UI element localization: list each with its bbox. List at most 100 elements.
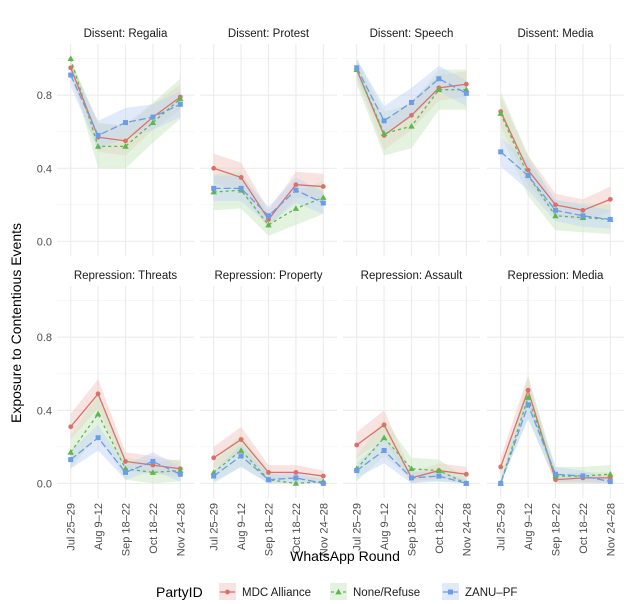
data-point-mdc-alliance bbox=[68, 424, 74, 430]
data-point-mdc-alliance bbox=[409, 112, 414, 118]
series-line-none-refuse bbox=[500, 395, 611, 484]
data-point-zanu-pf bbox=[238, 185, 244, 191]
x-tick-label: Oct 18–22 bbox=[578, 503, 590, 554]
data-point-none-refuse bbox=[552, 212, 559, 219]
panel-dissent-protest: Dissent: Protest bbox=[200, 28, 337, 256]
data-point-none-refuse bbox=[94, 143, 102, 149]
data-point-zanu-pf bbox=[580, 473, 586, 479]
data-point-zanu-pf bbox=[525, 173, 531, 179]
data-point-mdc-alliance bbox=[354, 442, 360, 448]
series-line-none-refuse bbox=[70, 58, 181, 147]
series-line-zanu-pf bbox=[70, 436, 181, 475]
data-point-zanu-pf bbox=[177, 101, 183, 107]
x-tick-label: Nov 24–28 bbox=[175, 503, 187, 556]
data-point-none-refuse bbox=[463, 86, 470, 93]
data-point-mdc-alliance bbox=[68, 65, 74, 71]
ci-band-zanu-pf bbox=[70, 64, 181, 150]
panels-layer: Dissent: Regalia 0.0 0.4 0.8 Dissent: Protes… bbox=[37, 28, 624, 498]
data-point-zanu-pf bbox=[498, 480, 504, 486]
legend-label: ZANU–PF bbox=[465, 587, 517, 599]
y-tick-label: 0.8 bbox=[37, 332, 52, 344]
data-point-zanu-pf bbox=[607, 216, 613, 222]
data-point-none-refuse bbox=[177, 95, 184, 102]
y-tick-label: 0.0 bbox=[37, 478, 52, 490]
ci-band-zanu-pf bbox=[500, 137, 611, 229]
data-point-zanu-pf bbox=[354, 65, 360, 71]
x-tick-label: Aug 9–12 bbox=[236, 503, 248, 550]
data-point-mdc-alliance bbox=[95, 391, 101, 397]
data-point-none-refuse bbox=[320, 194, 327, 200]
x-tick-label: Sep 18–22 bbox=[551, 503, 563, 556]
x-tick-label: Sep 18–22 bbox=[264, 503, 276, 556]
legend: PartyID MDC Alliance None/Refuse ZANU–PF bbox=[156, 583, 517, 600]
data-point-zanu-pf bbox=[381, 447, 387, 453]
data-point-zanu-pf bbox=[320, 200, 326, 206]
legend-marker bbox=[225, 589, 230, 595]
panel-title: Dissent: Regalia bbox=[84, 28, 168, 40]
data-point-none-refuse bbox=[210, 188, 217, 195]
data-point-mdc-alliance bbox=[293, 182, 299, 188]
x-tick-label: Oct 18–22 bbox=[291, 503, 303, 554]
panel-title: Dissent: Speech bbox=[370, 28, 454, 40]
x-tick-label: Jul 25–29 bbox=[496, 503, 508, 551]
data-point-mdc-alliance bbox=[525, 167, 531, 173]
data-point-zanu-pf bbox=[211, 185, 217, 191]
data-point-mdc-alliance bbox=[580, 207, 586, 213]
data-point-zanu-pf bbox=[266, 477, 271, 483]
data-point-zanu-pf bbox=[436, 76, 442, 82]
x-tick-label: Oct 18–22 bbox=[434, 503, 446, 554]
data-point-zanu-pf bbox=[95, 132, 101, 138]
data-point-zanu-pf bbox=[266, 213, 271, 219]
data-point-none-refuse bbox=[67, 449, 74, 455]
data-point-zanu-pf bbox=[123, 469, 128, 475]
x-tick-labels: Jul 25–29 Aug 9–12 Sep 18–22 Oct 18–22 Nov 2… bbox=[66, 503, 618, 556]
series-line-none-refuse bbox=[213, 189, 324, 226]
data-point-zanu-pf bbox=[553, 207, 558, 213]
data-point-mdc-alliance bbox=[293, 470, 299, 475]
data-point-mdc-alliance bbox=[553, 477, 558, 483]
panel-dissent-media: Dissent: Media bbox=[487, 28, 624, 256]
x-tick-label: Sep 18–22 bbox=[121, 503, 133, 556]
data-point-zanu-pf bbox=[409, 475, 414, 481]
x-tick-label: Aug 9–12 bbox=[93, 503, 105, 550]
x-tick-label: Nov 24–28 bbox=[318, 503, 330, 556]
panel-repression-assault: Repression: Assault bbox=[343, 270, 480, 498]
y-axis-title: Exposure to Contentious Events bbox=[8, 223, 24, 423]
y-tick-label: 0.4 bbox=[37, 163, 52, 175]
panel-dissent-speech: Dissent: Speech bbox=[343, 28, 480, 256]
y-tick-label: 0.4 bbox=[37, 405, 52, 417]
data-point-none-refuse bbox=[177, 467, 184, 473]
data-point-none-refuse bbox=[607, 471, 614, 477]
legend-item-mdc-alliance: MDC Alliance bbox=[219, 583, 311, 600]
data-point-mdc-alliance bbox=[238, 175, 244, 180]
data-point-none-refuse bbox=[292, 205, 300, 211]
panel-dissent-regalia: Dissent: Regalia 0.0 0.4 0.8 bbox=[37, 28, 194, 256]
data-point-none-refuse bbox=[265, 221, 272, 228]
data-point-zanu-pf bbox=[436, 473, 442, 479]
data-point-zanu-pf bbox=[177, 471, 183, 477]
panel-title: Repression: Media bbox=[508, 270, 604, 282]
data-point-zanu-pf bbox=[580, 213, 586, 219]
panel-title: Repression: Threats bbox=[74, 270, 178, 282]
data-point-zanu-pf bbox=[320, 480, 326, 486]
data-point-none-refuse bbox=[435, 467, 443, 473]
series-line-none-refuse bbox=[356, 436, 467, 484]
data-point-zanu-pf bbox=[409, 99, 414, 105]
data-point-zanu-pf bbox=[238, 453, 244, 459]
data-point-mdc-alliance bbox=[123, 138, 128, 144]
x-axis-title: WhatsApp Round bbox=[290, 548, 400, 564]
legend-item-zanu-pf: ZANU–PF bbox=[442, 583, 517, 600]
panel-title: Dissent: Media bbox=[517, 28, 594, 40]
data-point-zanu-pf bbox=[463, 90, 469, 96]
legend-marker bbox=[448, 589, 453, 595]
legend-marker bbox=[335, 588, 342, 595]
ci-band-zanu-pf bbox=[500, 390, 611, 484]
y-tick-label: 0.8 bbox=[37, 90, 52, 102]
data-point-none-refuse bbox=[122, 143, 129, 149]
data-point-mdc-alliance bbox=[320, 473, 326, 479]
data-point-zanu-pf bbox=[381, 118, 387, 124]
data-point-mdc-alliance bbox=[525, 387, 531, 393]
panel-repression-threats: Repression: Threats 0.0 0.4 0.8 bbox=[37, 270, 194, 498]
x-tick-label: Jul 25–29 bbox=[66, 503, 78, 551]
